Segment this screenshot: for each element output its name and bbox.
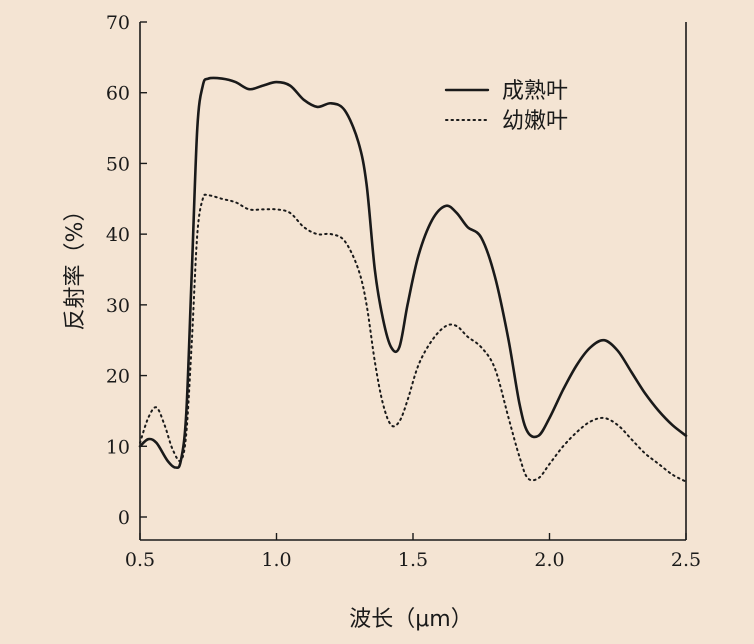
series-line-1 [138, 76, 688, 470]
y-tick-label: 20 [106, 366, 130, 388]
y-tick-label: 10 [106, 436, 130, 458]
y-axis-title: 反射率（%） [63, 200, 88, 331]
x-tick-label: 1.0 [261, 549, 291, 571]
series-layer [138, 76, 688, 483]
y-tick-label: 0 [118, 507, 130, 529]
axes: 0 10 20 30 40 50 60 70 0.5 1.0 1.5 2.0 2.5 [106, 12, 701, 571]
x-axis-title: 波长（μm） [349, 607, 472, 632]
x-tick-label: 2.0 [534, 549, 564, 571]
legend-label-2: 幼嫩叶 [502, 109, 568, 134]
y-tick-label: 60 [106, 83, 130, 105]
x-tick-label: 2.5 [671, 549, 701, 571]
y-tick-label: 70 [106, 12, 130, 34]
series-line-2 [139, 193, 687, 483]
y-tick-label: 30 [106, 295, 130, 317]
x-tick-label: 0.5 [125, 549, 155, 571]
y-tick-label: 50 [106, 153, 130, 175]
legend-label-1: 成熟叶 [502, 79, 568, 104]
y-tick-label: 40 [106, 224, 130, 246]
x-tick-label: 1.5 [398, 549, 428, 571]
